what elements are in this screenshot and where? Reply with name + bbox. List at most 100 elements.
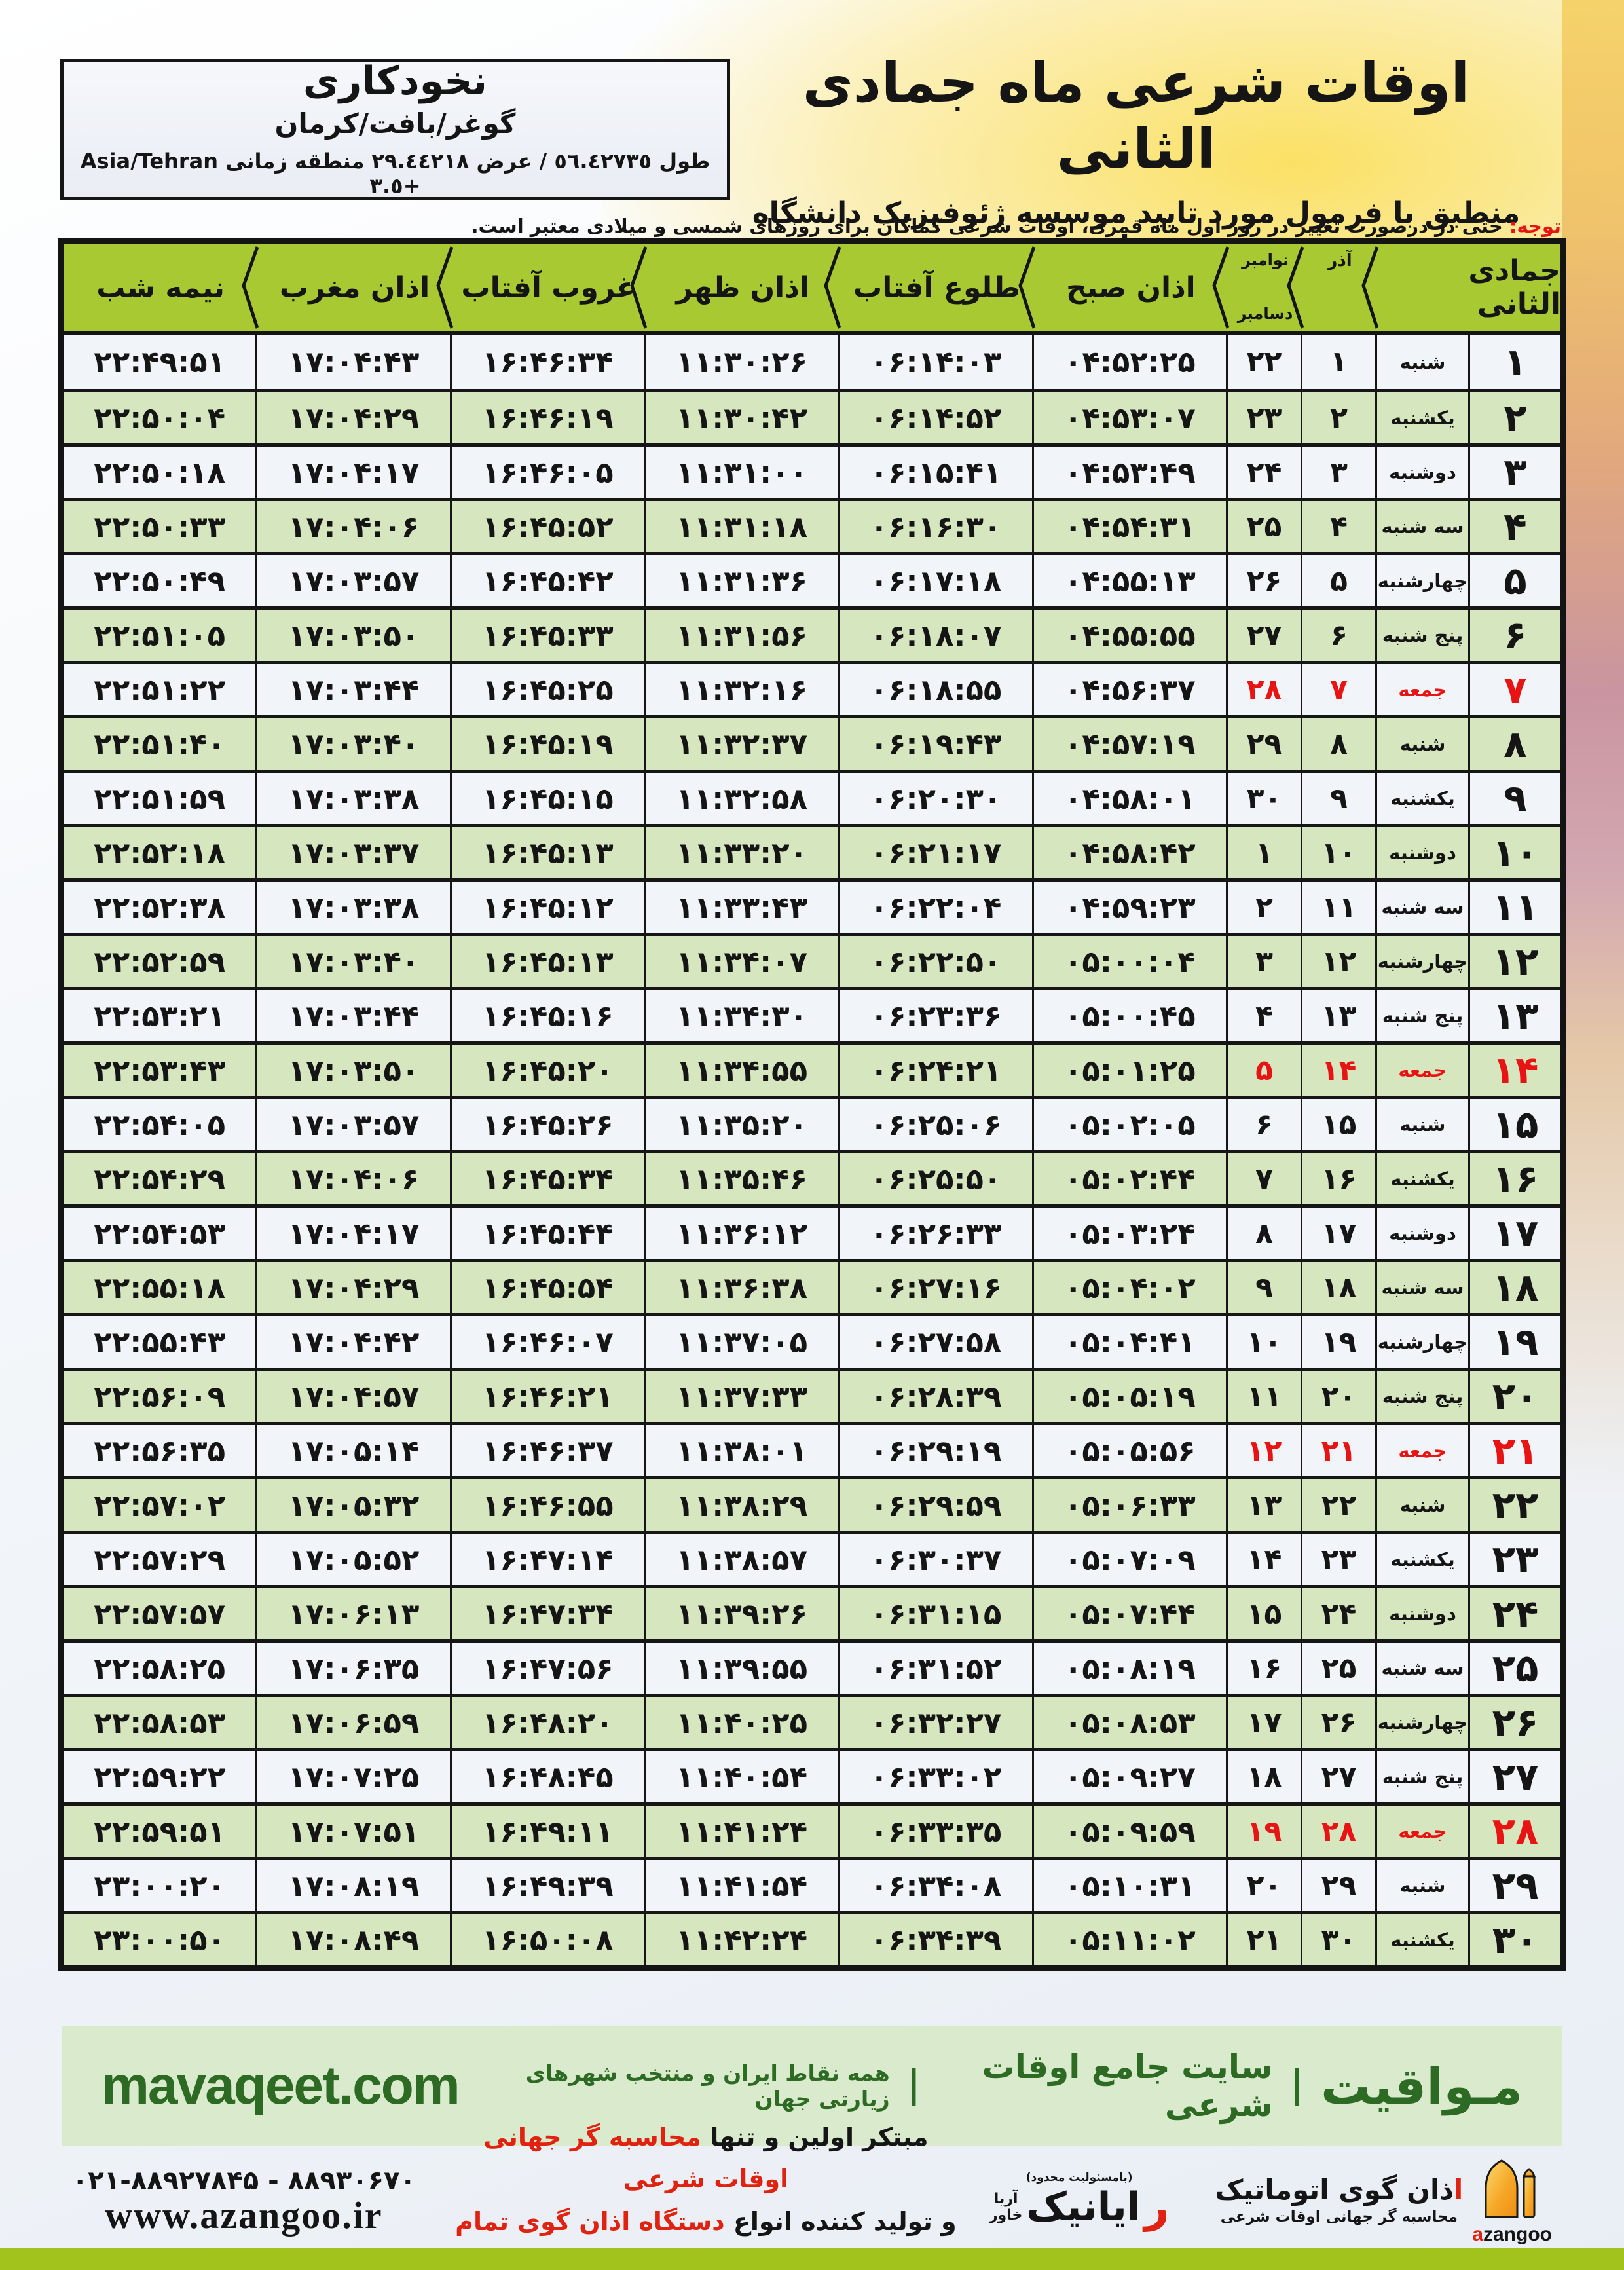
cell-weekday: جمعه [1377, 664, 1470, 715]
table-row: ۲۴ دوشنبه ۲۴ ۱۵ ۰۵:۰۷:۴۴ ۰۶:۳۱:۱۵ ۱۱:۳۹:… [64, 1585, 1560, 1639]
table-row: ۱۴ جمعه ۱۴ ۵ ۰۵:۰۱:۲۵ ۰۶:۲۴:۲۱ ۱۱:۳۴:۵۵ … [64, 1041, 1560, 1096]
bottom-color-strip [0, 2248, 1624, 2270]
cell-fajr-time: ۰۵:۰۵:۵۶ [1034, 1425, 1228, 1476]
cell-midnight-time: ۲۲:۵۴:۵۳ [64, 1208, 258, 1259]
cell-dhuhr-time: ۱۱:۳۹:۲۶ [646, 1588, 840, 1639]
cell-weekday: دوشنبه [1377, 447, 1470, 498]
cell-gregorian-day: ۳۰ [1228, 773, 1302, 824]
cell-azar-day: ۴ [1302, 501, 1377, 552]
cell-fajr-time: ۰۵:۰۴:۰۲ [1034, 1262, 1228, 1313]
cell-sunset-time: ۱۶:۴۷:۳۴ [452, 1588, 646, 1639]
cell-azar-day: ۵ [1302, 555, 1377, 606]
azangoo-wordmark: azangoo [1472, 2225, 1552, 2244]
cell-sunrise-time: ۰۶:۲۷:۵۸ [840, 1316, 1034, 1368]
table-row: ۲۳ یکشنبه ۲۳ ۱۴ ۰۵:۰۷:۰۹ ۰۶:۳۰:۳۷ ۱۱:۳۸:… [64, 1531, 1560, 1585]
cell-sunrise-time: ۰۶:۳۰:۳۷ [840, 1534, 1034, 1585]
cell-maghrib-time: ۱۷:۰۵:۳۲ [257, 1479, 452, 1531]
table-row: ۸ شنبه ۸ ۲۹ ۰۴:۵۷:۱۹ ۰۶:۱۹:۴۳ ۱۱:۳۲:۳۷ ۱… [64, 715, 1560, 770]
cell-sunrise-time: ۰۶:۳۳:۰۲ [840, 1751, 1034, 1802]
header-sunset-label: غروب آفتاب [461, 270, 637, 305]
cell-gregorian-day: ۵ [1228, 1045, 1302, 1096]
footer-slogan: مبتکر اولین و تنها محاسبه گر جهانی اوقات… [449, 2116, 963, 2270]
cell-maghrib-time: ۱۷:۰۵:۵۲ [257, 1534, 452, 1585]
slogan1-black: مبتکر اولین و تنها [701, 2122, 929, 2151]
cell-midnight-time: ۲۲:۵۰:۱۸ [64, 447, 258, 498]
region-name: گوغر/بافت/کرمان [274, 107, 516, 140]
cell-gregorian-day: ۷ [1228, 1153, 1302, 1204]
cell-sunrise-time: ۰۶:۲۰:۳۰ [840, 773, 1034, 824]
cell-maghrib-time: ۱۷:۰۳:۳۸ [257, 882, 452, 933]
cell-midnight-time: ۲۲:۵۷:۰۲ [64, 1479, 258, 1531]
cell-sunrise-time: ۰۶:۱۸:۰۷ [840, 610, 1034, 661]
cell-day-number: ۲ [1504, 396, 1527, 440]
cell-day-number: ۲۳ [1492, 1537, 1539, 1582]
cell-weekday: جمعه [1377, 1806, 1470, 1857]
cell-dhuhr-time: ۱۱:۳۲:۵۸ [646, 773, 840, 824]
mavaqeet-brand: مـواقیت [1321, 2056, 1522, 2115]
cell-sunrise-time: ۰۶:۲۹:۱۹ [840, 1425, 1034, 1476]
cell-midnight-time: ۲۲:۴۹:۵۱ [64, 335, 258, 389]
cell-azar-day: ۲ [1302, 392, 1377, 443]
cell-gregorian-day: ۹ [1228, 1262, 1302, 1313]
cell-midnight-time: ۲۲:۵۷:۵۷ [64, 1588, 258, 1639]
cell-dhuhr-time: ۱۱:۳۵:۲۰ [646, 1099, 840, 1150]
cell-dhuhr-time: ۱۱:۴۰:۲۵ [646, 1697, 840, 1748]
cell-weekday: چهارشنبه [1377, 936, 1470, 987]
header-azar-label: آذر [1327, 251, 1352, 270]
cell-azar-day: ۳۰ [1302, 1914, 1377, 1965]
cell-sunrise-time: ۰۶:۲۵:۵۰ [840, 1153, 1034, 1204]
cell-sunset-time: ۱۶:۴۵:۳۴ [452, 1153, 646, 1204]
cell-sunset-time: ۱۶:۴۵:۳۳ [452, 610, 646, 661]
header-december-label: دسامبر [1237, 305, 1293, 323]
cell-sunset-time: ۱۶:۴۸:۴۵ [452, 1751, 646, 1802]
cell-maghrib-time: ۱۷:۰۳:۴۰ [257, 718, 452, 770]
table-row: ۱۹ چهارشنبه ۱۹ ۱۰ ۰۵:۰۴:۴۱ ۰۶:۲۷:۵۸ ۱۱:۳… [64, 1313, 1560, 1368]
cell-day-number: ۷ [1504, 667, 1527, 712]
cell-midnight-time: ۲۲:۵۱:۲۲ [64, 664, 258, 715]
cell-azar-day: ۱۳ [1302, 990, 1377, 1041]
slogan1-red: محاسبه گر جهانی اوقات شرعی [483, 2122, 789, 2194]
header-divider-icon [824, 246, 841, 329]
cell-sunrise-time: ۰۶:۲۳:۳۶ [840, 990, 1034, 1041]
azangoo-logo: azangoo اذان گوی اتوماتیک محاسبه گر جهان… [1215, 2157, 1552, 2244]
cell-day-number: ۱۶ [1492, 1157, 1539, 1201]
cell-dhuhr-time: ۱۱:۴۰:۵۴ [646, 1751, 840, 1802]
cell-gregorian-day: ۲۱ [1228, 1914, 1302, 1965]
cell-dhuhr-time: ۱۱:۳۶:۱۲ [646, 1208, 840, 1259]
cell-dhuhr-time: ۱۱:۴۱:۵۴ [646, 1860, 840, 1911]
cell-gregorian-day: ۲۵ [1228, 501, 1302, 552]
cell-sunset-time: ۱۶:۴۹:۳۹ [452, 1860, 646, 1911]
cell-day-number: ۱۵ [1492, 1102, 1539, 1147]
cell-sunset-time: ۱۶:۴۵:۲۶ [452, 1099, 646, 1150]
cell-gregorian-day: ۱۱ [1228, 1371, 1302, 1422]
cell-weekday: جمعه [1377, 1425, 1470, 1476]
cell-fajr-time: ۰۴:۵۲:۲۵ [1034, 335, 1228, 389]
cell-weekday: پنج شنبه [1377, 1371, 1470, 1422]
table-row: ۱ شنبه ۱ ۲۲ ۰۴:۵۲:۲۵ ۰۶:۱۴:۰۳ ۱۱:۳۰:۲۶ ۱… [64, 335, 1560, 389]
cell-dhuhr-time: ۱۱:۳۱:۵۶ [646, 610, 840, 661]
cell-midnight-time: ۲۲:۵۳:۲۱ [64, 990, 258, 1041]
cell-sunset-time: ۱۶:۴۶:۰۷ [452, 1316, 646, 1368]
cell-dhuhr-time: ۱۱:۳۱:۳۶ [646, 555, 840, 606]
mosque-dome-icon [1485, 2159, 1536, 2218]
separator: | [1289, 2062, 1304, 2106]
cell-sunrise-time: ۰۶:۲۵:۰۶ [840, 1099, 1034, 1150]
table-row: ۲۷ پنج شنبه ۲۷ ۱۸ ۰۵:۰۹:۲۷ ۰۶:۳۳:۰۲ ۱۱:۴… [64, 1748, 1560, 1802]
cell-sunset-time: ۱۶:۴۹:۱۱ [452, 1806, 646, 1857]
azangoo-word-initial: a [1472, 2223, 1483, 2245]
cell-gregorian-day: ۱۹ [1228, 1806, 1302, 1857]
header-divider-icon [242, 246, 259, 329]
cell-azar-day: ۱۸ [1302, 1262, 1377, 1313]
header-sunset: غروب آفتاب [452, 244, 648, 331]
cell-day-number: ۱۹ [1492, 1320, 1539, 1364]
cell-azar-day: ۱۴ [1302, 1045, 1377, 1096]
cell-midnight-time: ۲۲:۵۶:۳۵ [64, 1425, 258, 1476]
cell-sunrise-time: ۰۶:۱۹:۴۳ [840, 718, 1034, 770]
cell-day-number: ۲۵ [1492, 1646, 1539, 1690]
cell-azar-day: ۲۳ [1302, 1534, 1377, 1585]
cell-dhuhr-time: ۱۱:۳۳:۲۰ [646, 827, 840, 878]
cell-sunset-time: ۱۶:۴۷:۱۴ [452, 1534, 646, 1585]
slogan2-black: و تولید کننده انواع [724, 2207, 957, 2236]
cell-fajr-time: ۰۵:۰۳:۲۴ [1034, 1208, 1228, 1259]
cell-sunset-time: ۱۶:۴۵:۱۶ [452, 990, 646, 1041]
